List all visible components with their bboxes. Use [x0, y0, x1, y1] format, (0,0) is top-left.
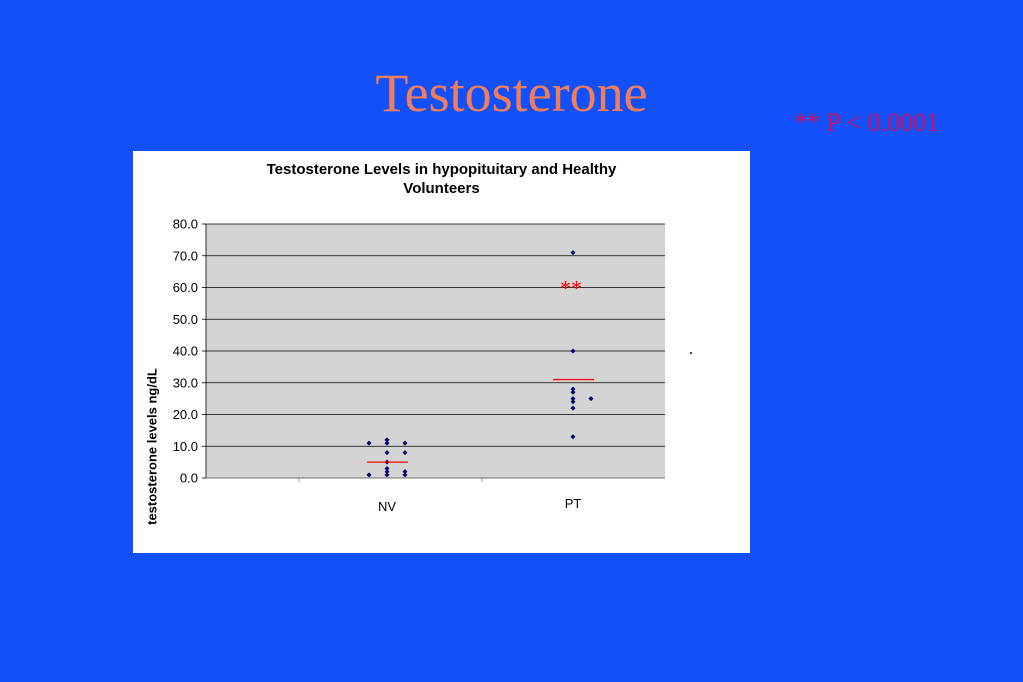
data-point	[570, 434, 576, 440]
data-point	[402, 440, 408, 446]
y-tick-label: 40.0	[173, 344, 198, 359]
y-tick-label: 20.0	[173, 407, 198, 422]
y-tick-label: 80.0	[173, 217, 198, 232]
x-tick-label: NV	[378, 499, 396, 514]
data-point	[570, 348, 576, 354]
data-point	[384, 440, 390, 446]
y-tick-label: 50.0	[173, 312, 198, 327]
data-point	[384, 465, 390, 471]
stray-marker	[690, 352, 692, 354]
data-point	[570, 399, 576, 405]
y-tick-label: 0.0	[180, 471, 198, 486]
data-point	[570, 396, 576, 402]
data-point	[402, 469, 408, 475]
data-point	[366, 440, 372, 446]
data-point	[384, 472, 390, 478]
data-point	[366, 472, 372, 478]
data-point	[570, 250, 576, 256]
data-point	[570, 405, 576, 411]
slide-title: Testosterone	[375, 63, 648, 123]
data-point	[570, 389, 576, 395]
data-point	[384, 437, 390, 443]
data-point	[570, 386, 576, 392]
chart-panel: Testosterone Levels in hypopituitary and…	[133, 151, 750, 553]
y-tick-label: 30.0	[173, 375, 198, 390]
chart-title-line2: Volunteers	[403, 180, 480, 197]
data-point	[384, 469, 390, 475]
y-tick-label: 10.0	[173, 439, 198, 454]
data-point	[402, 450, 408, 456]
x-tick-label: PT	[565, 496, 582, 511]
y-tick-label: 70.0	[173, 248, 198, 263]
data-point	[588, 396, 594, 402]
chart-title: Testosterone Levels in hypopituitary and…	[133, 160, 750, 198]
scatter-chart: 0.0 10.0 20.0 30.0 40.0 50.0 60.0 70.0 80.0 NV PT *…	[173, 217, 665, 514]
data-point	[402, 472, 408, 478]
significance-annotation: **	[560, 276, 582, 301]
chart-title-line1: Testosterone Levels in hypopituitary and…	[266, 161, 617, 178]
p-value-note: ** P < 0.0001	[794, 108, 940, 137]
y-tick-label: 60.0	[173, 280, 198, 295]
data-point	[384, 450, 390, 456]
